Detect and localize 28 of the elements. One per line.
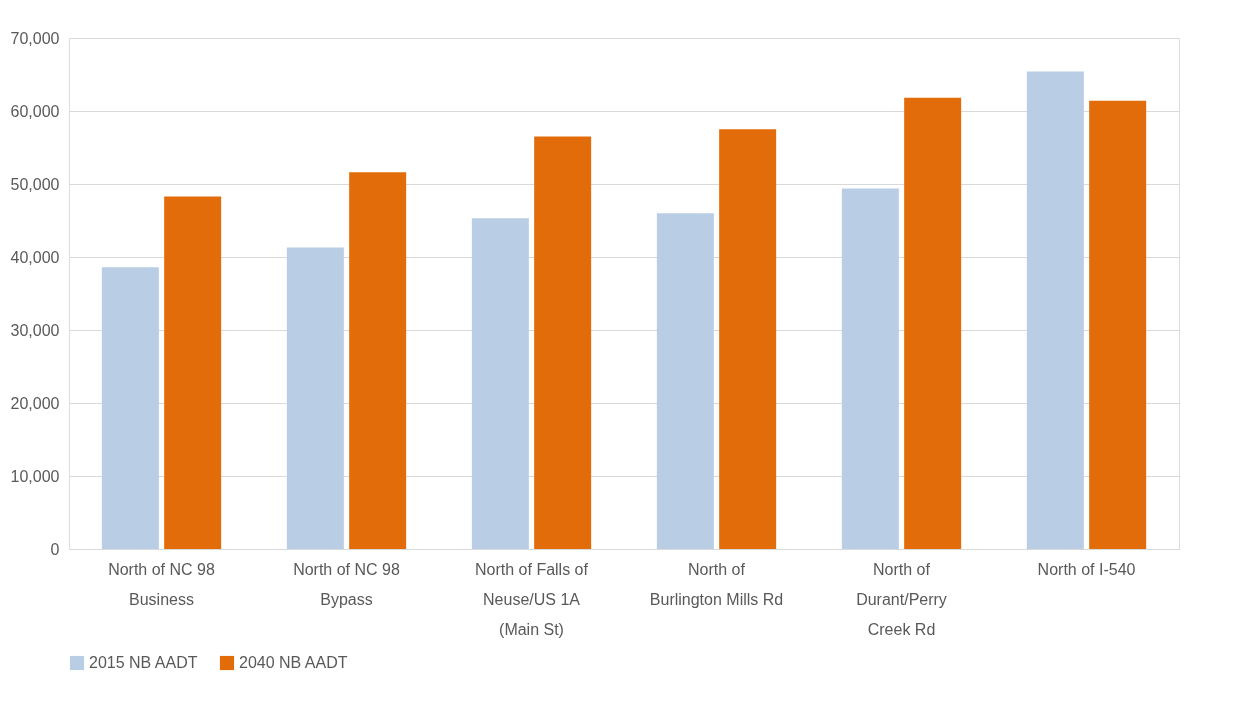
y-tick-label: 20,000 bbox=[10, 394, 60, 412]
y-tick-label: 0 bbox=[50, 540, 60, 558]
bar bbox=[656, 213, 714, 549]
bar bbox=[904, 97, 962, 549]
bar bbox=[719, 129, 777, 549]
bar bbox=[471, 218, 529, 549]
y-tick-label: 30,000 bbox=[10, 321, 60, 339]
y-tick-label: 10,000 bbox=[10, 467, 60, 485]
bar bbox=[101, 267, 159, 549]
x-tick-label: North of I-540 bbox=[1037, 560, 1136, 578]
legend-label: 2015 NB AADT bbox=[89, 654, 198, 671]
bar bbox=[534, 136, 592, 549]
bar bbox=[1089, 100, 1147, 549]
x-tick-label: North of NC 98 Bypass bbox=[293, 560, 400, 608]
y-tick-label: 50,000 bbox=[10, 175, 60, 193]
x-tick-label: North of Burlington Mills Rd bbox=[649, 560, 784, 608]
bar bbox=[164, 196, 222, 549]
bar bbox=[1026, 71, 1084, 549]
y-tick-label: 60,000 bbox=[10, 102, 60, 120]
y-tick-label: 70,000 bbox=[10, 29, 60, 47]
bar bbox=[841, 188, 899, 549]
x-tick-label: North of NC 98 Business bbox=[108, 560, 215, 608]
bar bbox=[349, 172, 407, 549]
bar bbox=[286, 247, 344, 549]
legend-label: 2040 NB AADT bbox=[239, 654, 348, 671]
x-tick-label: North of Durant/Perry Creek Rd bbox=[856, 560, 947, 638]
y-tick-label: 40,000 bbox=[10, 248, 60, 266]
x-tick-label: North of Falls of Neuse/US 1A (Main St) bbox=[475, 560, 589, 638]
